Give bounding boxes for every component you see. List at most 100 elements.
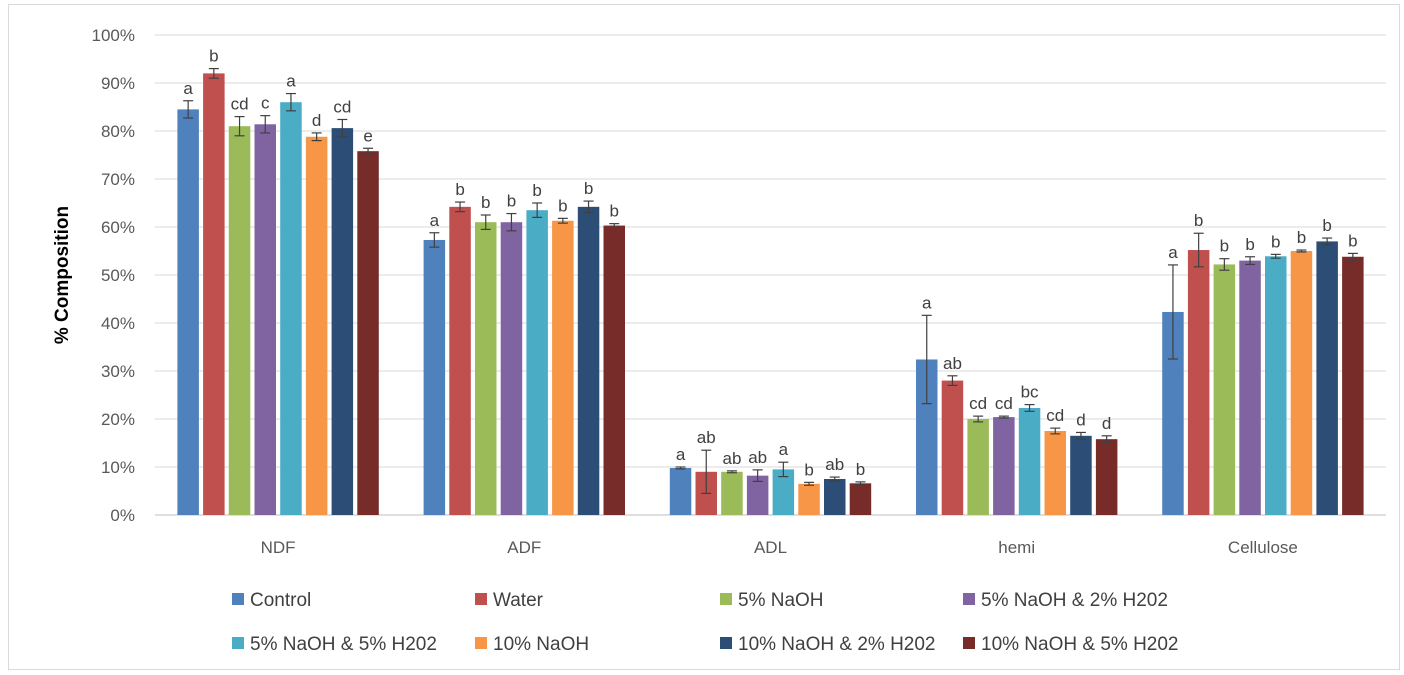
y-tick-label: 40%	[101, 314, 135, 333]
bar-adf-2	[449, 206, 471, 515]
bar-adf-1	[423, 239, 446, 515]
error-bar	[532, 202, 543, 218]
legend-item: Control	[232, 590, 311, 611]
significance-letter: b	[455, 180, 464, 199]
legend-label: 5% NaOH	[738, 590, 824, 611]
error-bar	[260, 115, 271, 134]
significance-letter: e	[363, 126, 372, 145]
y-tick-label: 50%	[101, 266, 135, 285]
bar-cellulose-3	[1213, 264, 1236, 515]
y-tick-label: 30%	[101, 362, 135, 381]
error-bar	[583, 200, 594, 214]
legend-swatch	[720, 637, 732, 649]
bar-adf-7	[577, 206, 600, 515]
legend-label: 5% NaOH & 2% H202	[981, 590, 1168, 611]
significance-letter: b	[1220, 237, 1229, 256]
bar-hemi-8	[1095, 439, 1118, 515]
legend-swatch	[963, 637, 975, 649]
bar-cellulose-7	[1316, 241, 1338, 515]
error-bar	[1075, 431, 1086, 440]
legend-label: Water	[493, 590, 544, 611]
y-tick-label: 70%	[101, 170, 135, 189]
legend-item: 10% NaOH & 5% H202	[963, 634, 1179, 655]
error-bar	[1270, 253, 1281, 259]
error-bar	[557, 217, 568, 224]
error-bar	[804, 481, 815, 486]
y-tick-label: 0%	[110, 506, 135, 525]
significance-letter: d	[1076, 410, 1085, 429]
bar-hemi-1	[916, 359, 938, 515]
y-tick-label: 90%	[101, 74, 135, 93]
bar-hemi-2	[941, 380, 964, 515]
y-tick-label: 20%	[101, 410, 135, 429]
significance-letter: b	[1348, 231, 1357, 250]
bar-cellulose-2	[1187, 250, 1210, 516]
bar-adf-3	[475, 222, 497, 515]
error-bar	[183, 100, 194, 119]
significance-letter: b	[507, 192, 516, 211]
bar-ndf-7	[331, 128, 354, 515]
legend-item: Water	[475, 590, 544, 611]
bar-ndf-3	[228, 126, 251, 515]
significance-letter: cd	[1046, 406, 1064, 425]
legend-item: 5% NaOH & 2% H202	[963, 590, 1168, 611]
significance-letter: d	[1102, 414, 1111, 433]
significance-letter: ab	[943, 354, 962, 373]
error-bar	[285, 92, 296, 112]
significance-letter: b	[209, 47, 218, 66]
error-bar	[998, 415, 1009, 419]
error-bar	[726, 470, 737, 474]
bar-adl-8	[849, 483, 872, 515]
error-bar	[675, 466, 686, 470]
error-bar	[1167, 264, 1178, 360]
significance-letter: ab	[748, 448, 767, 467]
legend-label: 5% NaOH & 5% H202	[250, 634, 437, 655]
bar-hemi-5	[1018, 407, 1041, 515]
x-tick-label: hemi	[998, 538, 1035, 557]
legend-label: 10% NaOH & 2% H202	[738, 634, 936, 655]
significance-letter: cd	[995, 394, 1013, 413]
significance-letter: b	[1322, 216, 1331, 235]
legend-item: 5% NaOH	[720, 590, 824, 611]
bar-adl-7	[824, 479, 846, 515]
error-bar	[701, 449, 712, 494]
x-tick-label: Cellulose	[1228, 538, 1298, 557]
significance-letter: a	[430, 211, 440, 230]
legend-swatch	[232, 637, 244, 649]
x-axis-category-labels: NDF ADF ADL hemi Cellulose	[261, 538, 1298, 557]
significance-letter: a	[779, 440, 789, 459]
error-bar	[973, 415, 984, 423]
bar-cellulose-6	[1290, 251, 1313, 515]
error-bar	[337, 118, 348, 138]
error-bar	[1347, 252, 1358, 261]
error-bar	[1050, 427, 1061, 435]
bar-ndf-4	[254, 124, 276, 515]
bar-hemi-3	[967, 419, 989, 515]
bar-ndf-5	[280, 102, 302, 515]
error-bars	[183, 67, 1358, 494]
y-axis-tick-labels: 0% 10% 20% 30% 40% 50% 60% 70% 80% 90% 100%	[92, 26, 135, 525]
error-bar	[1193, 232, 1204, 268]
error-bar	[234, 115, 245, 137]
bar-hemi-6	[1044, 431, 1066, 515]
error-bar	[947, 375, 958, 386]
bar-adl-3	[721, 471, 743, 515]
legend-label: 10% NaOH	[493, 634, 589, 655]
y-axis-label: % Composition	[52, 206, 73, 344]
bar-cellulose-1	[1162, 311, 1184, 515]
error-bar	[1245, 256, 1256, 266]
bar-hemi-7	[1070, 435, 1092, 515]
significance-letter: ab	[825, 455, 844, 474]
legend-swatch	[475, 637, 487, 649]
bar-hemi-4	[993, 417, 1015, 515]
error-bar	[1024, 404, 1035, 412]
error-bar	[829, 476, 840, 482]
bar-adl-1	[669, 467, 692, 515]
significance-letter: b	[1297, 228, 1306, 247]
significance-letter: ab	[697, 428, 716, 447]
bar-cellulose-5	[1265, 256, 1287, 515]
bar-adl-6	[798, 483, 820, 515]
bar-ndf-8	[357, 151, 379, 515]
